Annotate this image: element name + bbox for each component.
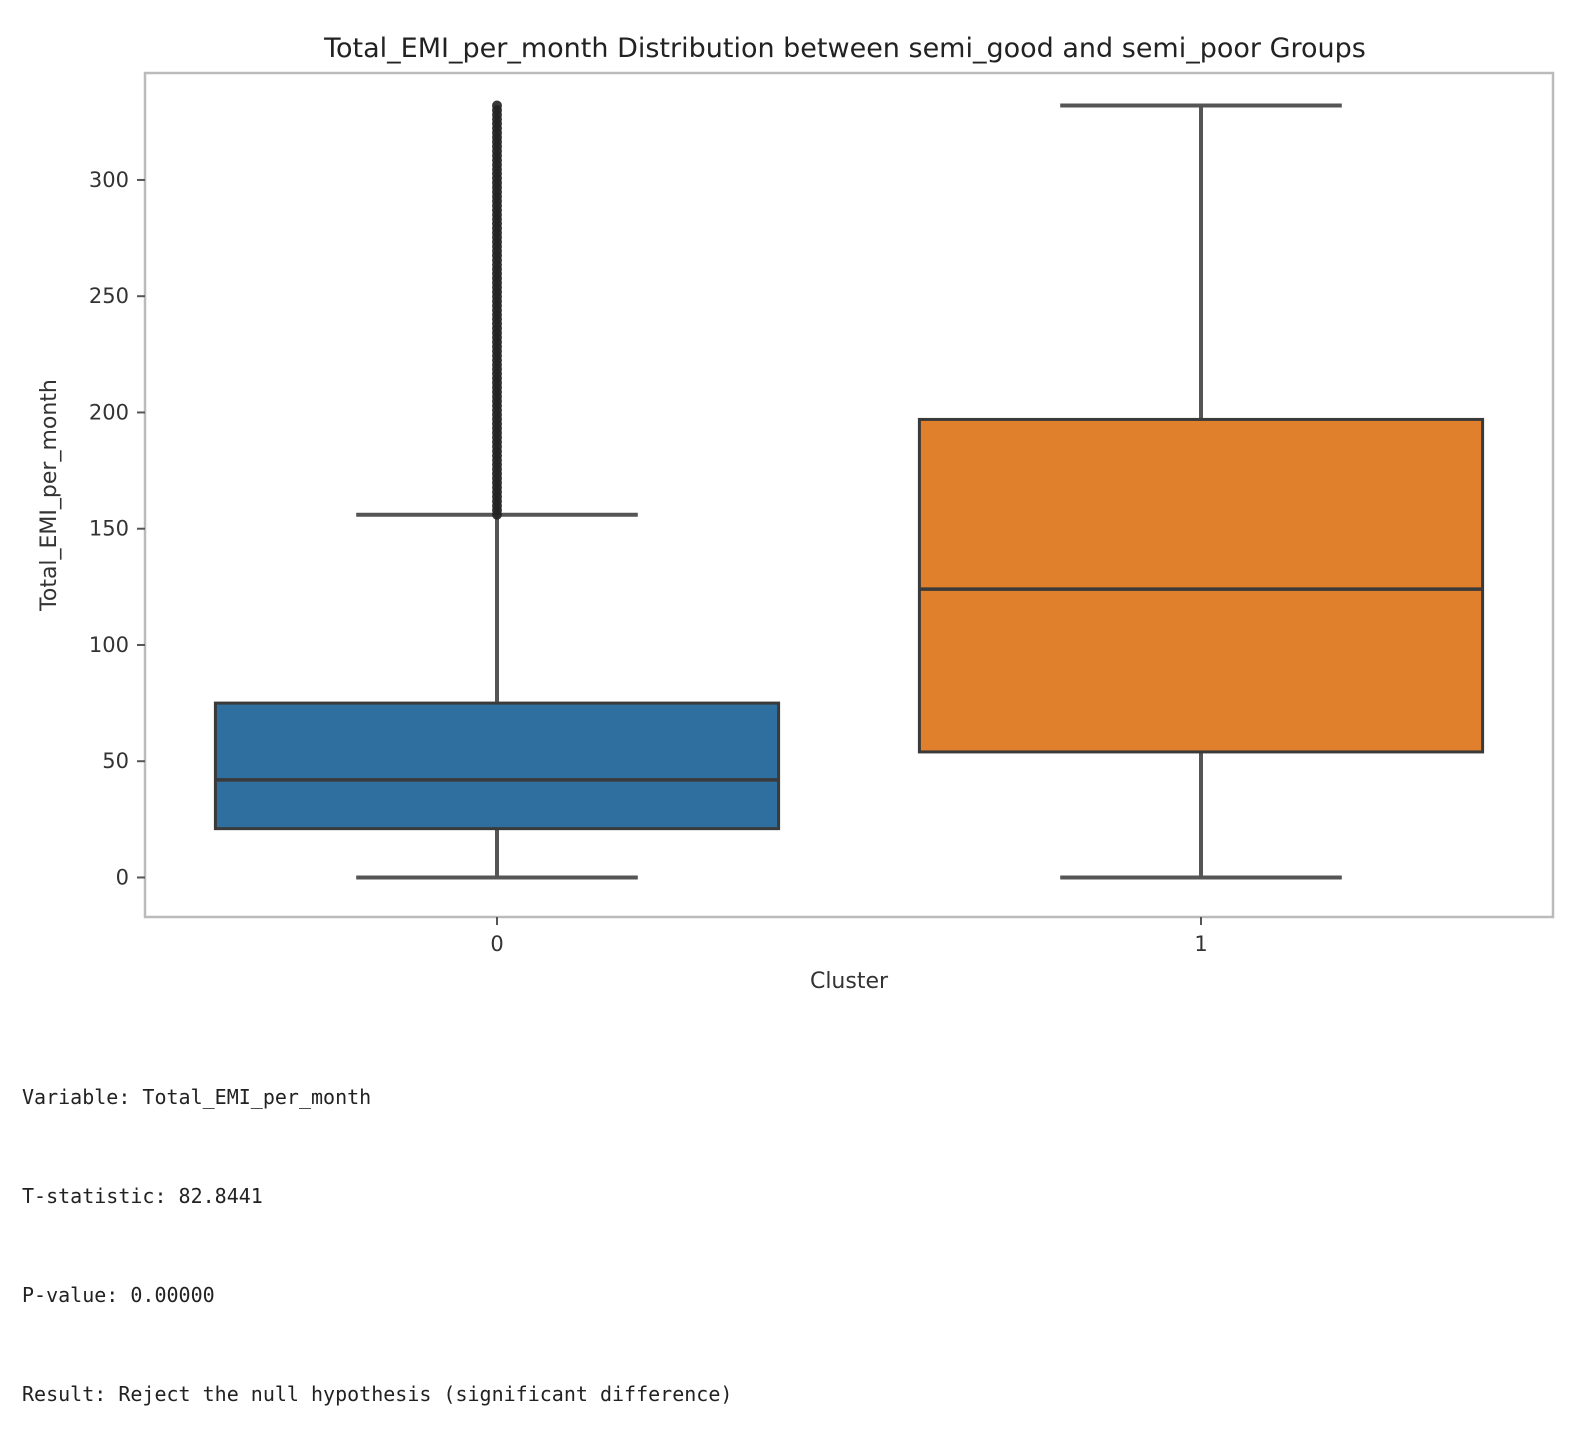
x-tick-label: 1 (1194, 932, 1207, 956)
output-line-result: Result: Reject the null hypothesis (sign… (22, 1378, 732, 1411)
box-iqr (919, 419, 1482, 751)
y-tick-label: 100 (89, 633, 129, 657)
y-tick-label: 300 (89, 168, 129, 192)
x-axis-label: Cluster (810, 969, 889, 994)
boxplot-chart: Total_EMI_per_month Distribution between… (0, 0, 1589, 1000)
box-iqr (215, 703, 778, 829)
y-tick-label: 50 (102, 749, 129, 773)
box-1 (919, 106, 1482, 878)
box-series (215, 101, 1482, 878)
output-line-p-value: P-value: 0.00000 (22, 1279, 732, 1312)
y-tick-label: 250 (89, 284, 129, 308)
y-tick-label: 150 (89, 517, 129, 541)
y-axis-ticks: 0 50 100 150 200 250 300 (89, 168, 145, 890)
outlier-point (492, 101, 502, 111)
y-tick-label: 200 (89, 400, 129, 424)
output-line-variable: Variable: Total_EMI_per_month (22, 1081, 732, 1114)
box-0 (215, 101, 778, 878)
test-result-output: Variable: Total_EMI_per_month T-statisti… (22, 1015, 732, 1444)
output-line-t-statistic: T-statistic: 82.8441 (22, 1180, 732, 1213)
x-tick-label: 0 (490, 932, 503, 956)
outlier-points (492, 101, 502, 520)
y-axis-label: Total_EMI_per_month (37, 379, 62, 612)
y-tick-label: 0 (116, 865, 129, 889)
chart-title: Total_EMI_per_month Distribution between… (323, 33, 1366, 64)
